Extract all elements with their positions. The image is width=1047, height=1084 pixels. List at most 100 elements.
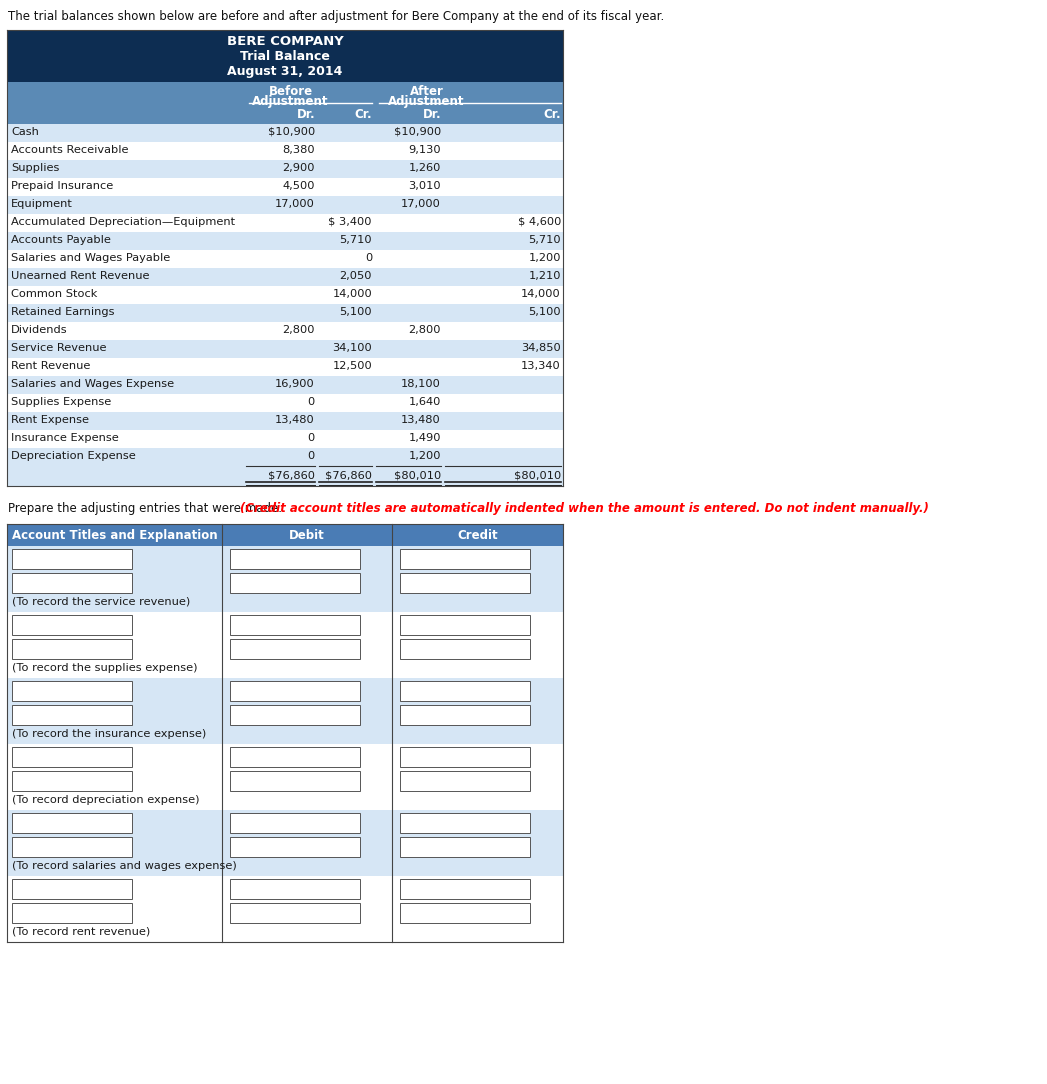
Text: Cr.: Cr. (354, 108, 372, 121)
Bar (400, 705, 530, 725)
Bar (7, 612, 563, 636)
Text: 13,480: 13,480 (401, 415, 441, 425)
Bar (7, 142, 563, 160)
Text: August 31, 2014: August 31, 2014 (227, 65, 342, 78)
Text: 0: 0 (308, 433, 315, 443)
Text: 17,000: 17,000 (275, 199, 315, 209)
Text: Supplies: Supplies (12, 163, 60, 173)
Text: The trial balances shown below are before and after adjustment for Bere Company : The trial balances shown below are befor… (8, 10, 664, 23)
Bar (400, 771, 530, 791)
Text: (To record salaries and wages expense): (To record salaries and wages expense) (12, 861, 237, 872)
Bar (400, 747, 530, 767)
Text: Account Titles and Explanation: Account Titles and Explanation (12, 529, 218, 542)
Text: Prepare the adjusting entries that were made.: Prepare the adjusting entries that were … (8, 502, 286, 515)
Bar (12, 747, 132, 767)
Text: $10,900: $10,900 (394, 127, 441, 137)
Bar (7, 524, 563, 546)
Bar (7, 268, 563, 286)
Bar (12, 638, 132, 659)
Bar (7, 178, 563, 196)
Bar (230, 681, 360, 701)
Bar (7, 82, 563, 104)
Bar (400, 573, 530, 593)
Bar (7, 286, 563, 304)
Bar (12, 615, 132, 635)
Bar (7, 636, 563, 660)
Text: 0: 0 (308, 397, 315, 406)
Bar (7, 250, 563, 268)
Bar (7, 702, 563, 726)
Text: 5,100: 5,100 (339, 307, 372, 317)
Text: Adjustment: Adjustment (388, 95, 465, 108)
Text: 1,200: 1,200 (408, 451, 441, 461)
Text: (To record rent revenue): (To record rent revenue) (12, 927, 151, 937)
Bar (7, 546, 563, 570)
Bar (12, 573, 132, 593)
Text: 34,850: 34,850 (521, 343, 561, 353)
Text: 2,050: 2,050 (339, 271, 372, 281)
Text: After: After (409, 85, 444, 98)
Bar (12, 813, 132, 833)
Text: 0: 0 (308, 451, 315, 461)
Bar (7, 412, 563, 430)
Text: (Credit account titles are automatically indented when the amount is entered. Do: (Credit account titles are automatically… (241, 502, 929, 515)
Text: Prepaid Insurance: Prepaid Insurance (12, 181, 113, 191)
Bar (7, 196, 563, 214)
Bar (7, 160, 563, 178)
Bar (7, 792, 563, 810)
Bar (230, 813, 360, 833)
Bar (7, 448, 563, 466)
Text: BERE COMPANY: BERE COMPANY (226, 35, 343, 48)
Bar (7, 104, 563, 124)
Text: (To record the service revenue): (To record the service revenue) (12, 597, 191, 607)
Text: Rent Expense: Rent Expense (12, 415, 89, 425)
Text: 1,640: 1,640 (408, 397, 441, 406)
Text: Credit: Credit (458, 529, 497, 542)
Text: 1,210: 1,210 (529, 271, 561, 281)
Bar (400, 681, 530, 701)
Text: Adjustment: Adjustment (252, 95, 329, 108)
Text: 13,340: 13,340 (521, 361, 561, 371)
Bar (7, 466, 563, 486)
Text: $80,010: $80,010 (394, 470, 441, 480)
Bar (7, 678, 563, 702)
Bar (7, 834, 563, 859)
Bar (230, 879, 360, 899)
Bar (230, 615, 360, 635)
Bar (12, 549, 132, 569)
Text: 1,260: 1,260 (408, 163, 441, 173)
Text: 2,800: 2,800 (283, 325, 315, 335)
Text: 18,100: 18,100 (401, 379, 441, 389)
Text: $ 3,400: $ 3,400 (329, 217, 372, 227)
Text: Dr.: Dr. (296, 108, 315, 121)
Text: Common Stock: Common Stock (12, 289, 97, 299)
Text: $ 4,600: $ 4,600 (517, 217, 561, 227)
Bar (7, 232, 563, 250)
Bar (400, 638, 530, 659)
Bar (7, 594, 563, 612)
Text: $76,860: $76,860 (268, 470, 315, 480)
Text: 9,130: 9,130 (408, 145, 441, 155)
Text: 14,000: 14,000 (521, 289, 561, 299)
Bar (230, 573, 360, 593)
Text: Dr.: Dr. (422, 108, 441, 121)
Bar (400, 879, 530, 899)
Bar (230, 771, 360, 791)
Text: 5,100: 5,100 (529, 307, 561, 317)
Bar (7, 570, 563, 594)
Bar (400, 903, 530, 922)
Text: 5,710: 5,710 (339, 235, 372, 245)
Bar (7, 859, 563, 876)
Text: 17,000: 17,000 (401, 199, 441, 209)
Text: (To record depreciation expense): (To record depreciation expense) (12, 795, 200, 805)
Bar (12, 681, 132, 701)
Bar (12, 837, 132, 857)
Text: Dividends: Dividends (12, 325, 68, 335)
Text: 5,710: 5,710 (529, 235, 561, 245)
Text: 3,010: 3,010 (408, 181, 441, 191)
Text: 34,100: 34,100 (332, 343, 372, 353)
Text: 13,480: 13,480 (275, 415, 315, 425)
Text: 12,500: 12,500 (332, 361, 372, 371)
Bar (7, 900, 563, 924)
Bar (400, 549, 530, 569)
